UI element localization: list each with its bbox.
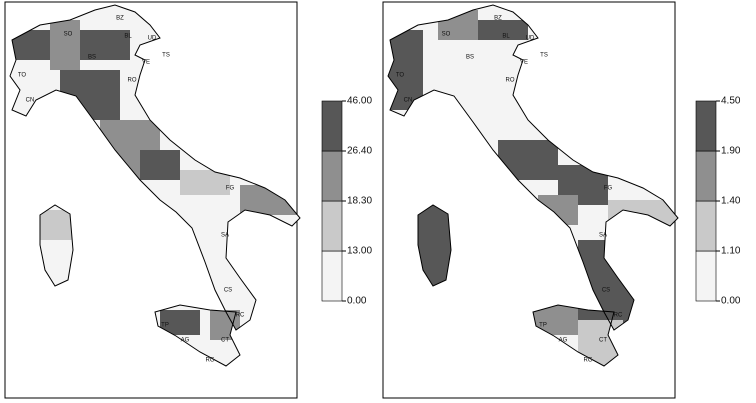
province-label: RG: [206, 358, 215, 364]
legend-label: 0.00: [347, 296, 367, 307]
map-figure: BZ UD BL SO TO CN BS VE TS RO FG SA CS RC TP AG RG CT 0.00…: [0, 0, 756, 403]
province-shading: [388, 5, 678, 370]
legend-swatch: [696, 101, 716, 151]
legend-swatch: [322, 201, 342, 251]
province-label: TP: [161, 323, 169, 329]
province-label: CS: [224, 288, 232, 294]
province-label: BZ: [116, 16, 124, 22]
province-label: CS: [602, 288, 610, 294]
province-label: FG: [226, 186, 235, 192]
map-panel: BZ UD BL SO TO CN BS VE TS RO FG SA CS RC TP AG RG CT 0.00…: [383, 2, 741, 398]
province-label: RC: [614, 313, 623, 319]
province-label: CN: [404, 98, 413, 104]
province-label: BL: [502, 34, 510, 40]
province-label: BS: [466, 55, 474, 61]
province-label: AG: [559, 338, 568, 344]
province-label: UD: [148, 36, 157, 42]
province-label: VE: [142, 60, 150, 66]
province-label: SO: [442, 32, 451, 38]
province-label: CT: [221, 338, 229, 344]
province-label: SO: [64, 32, 73, 38]
province-label: TO: [18, 73, 27, 79]
legend-label: 1.10: [721, 246, 741, 257]
province-label: RC: [236, 313, 245, 319]
legend-swatch: [322, 251, 342, 301]
province-label: VE: [520, 60, 528, 66]
map-panel: BZ UD BL SO TO CN BS VE TS RO FG SA CS RC TP AG RG CT 0.00…: [5, 2, 372, 398]
province-label: RO: [128, 78, 137, 84]
province-label: TO: [396, 73, 405, 79]
province-label: AG: [181, 338, 190, 344]
legend-swatch: [322, 101, 342, 151]
province-label: BL: [124, 34, 132, 40]
province-label: TS: [540, 53, 548, 59]
legend-swatch: [696, 251, 716, 301]
legend-label: 13.00: [347, 246, 372, 257]
legend-label: 46.00: [347, 96, 372, 107]
legend-label: 18.30: [347, 196, 372, 207]
province-label: TP: [539, 323, 547, 329]
legend-label: 1.90: [721, 146, 741, 157]
province-label: BS: [88, 55, 96, 61]
province-label: BZ: [494, 16, 502, 22]
province-label: CT: [599, 338, 607, 344]
legend-label: 0.00: [721, 296, 741, 307]
province-label: UD: [526, 36, 535, 42]
province-label: SA: [221, 233, 229, 239]
legend-label: 26.40: [347, 146, 372, 157]
province-label: FG: [604, 186, 613, 192]
province-label: SA: [599, 233, 607, 239]
legend-label: 4.50: [721, 96, 741, 107]
province-label: RG: [584, 358, 593, 364]
legend-swatch: [696, 201, 716, 251]
province-label: TS: [162, 53, 170, 59]
province-label: CN: [26, 98, 35, 104]
legend-swatch: [322, 151, 342, 201]
province-label: RO: [506, 78, 515, 84]
legend-swatch: [696, 151, 716, 201]
legend-label: 1.40: [721, 196, 741, 207]
